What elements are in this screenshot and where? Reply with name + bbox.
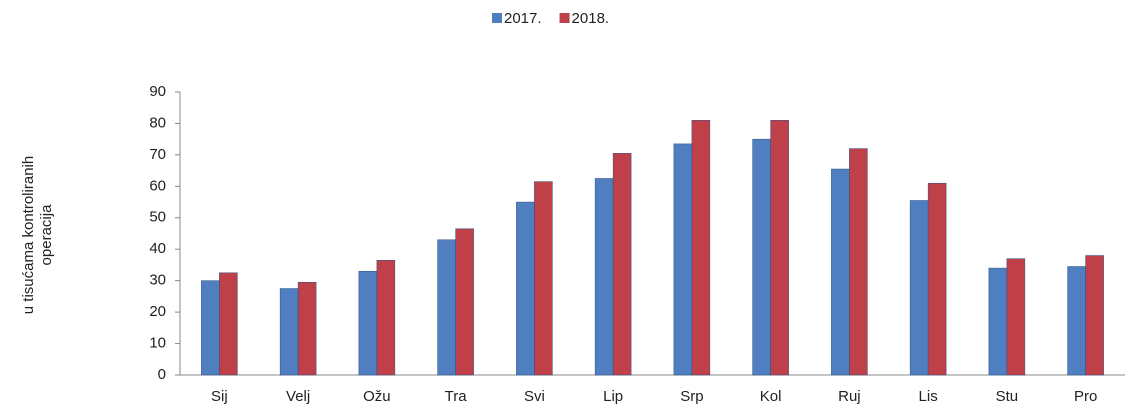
y-axis-label-line: operacija [38,204,55,266]
x-tick-label: Lip [603,388,623,405]
x-tick-label: Ruj [838,388,861,405]
bar [927,182,947,376]
legend-swatch [492,13,502,23]
bar [455,228,474,376]
x-tick-label: Kol [760,388,782,405]
bar [219,272,238,376]
bar [437,239,456,376]
y-axis-label: u tisućama kontroliranihoperacija [20,156,55,314]
bar [201,280,220,376]
legend-swatch [559,13,570,23]
bar [752,138,771,376]
x-tick-label: Tra [445,388,468,405]
legend-label: 2017. [504,10,542,27]
x-tick-label: Velj [286,388,310,405]
y-tick-label: 10 [149,335,166,352]
bar [909,200,929,376]
bar [612,153,632,376]
x-tick-label: Pro [1074,388,1097,405]
y-tick-label: 30 [149,272,166,289]
bar [534,181,553,376]
x-tick-label: Sij [211,388,228,405]
x-tick-label: Srp [680,388,703,405]
y-tick-label: 90 [149,83,166,100]
y-tick-label: 60 [149,177,166,194]
bar [297,281,317,376]
bar [376,259,396,376]
bar [1067,266,1086,376]
bar [516,201,535,376]
x-tick-label: Ožu [363,388,391,405]
bar [673,143,693,376]
bar [1006,258,1026,376]
y-axis-label-line: u tisućama kontroliranih [20,156,37,314]
y-tick-label: 20 [149,303,166,320]
bar [279,288,299,376]
bar [691,120,711,376]
bar [594,178,614,376]
x-tick-label: Svi [524,388,545,405]
bar [849,148,868,376]
y-tick-label: 50 [149,209,166,226]
bar [770,120,789,376]
y-tick-label: 80 [149,114,166,131]
bar [988,267,1008,376]
y-tick-label: 70 [149,146,166,163]
bar [831,168,850,376]
y-tick-label: 0 [158,366,166,383]
legend-label: 2018. [572,10,610,27]
x-tick-label: Lis [919,388,938,405]
x-tick-label: Stu [996,388,1019,405]
bar [358,270,378,376]
y-tick-label: 40 [149,240,166,257]
bar [1085,255,1104,376]
